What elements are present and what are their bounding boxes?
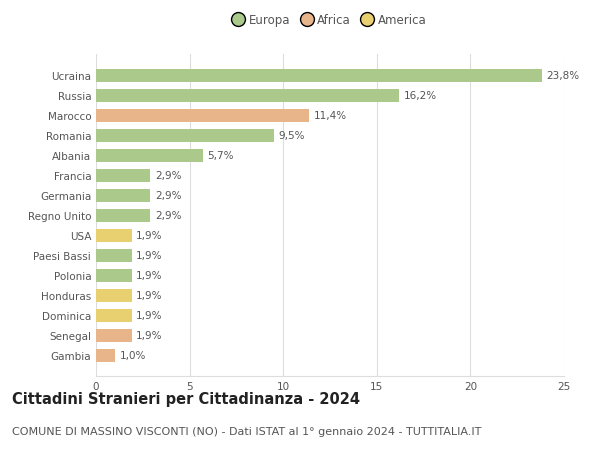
Text: 16,2%: 16,2%	[404, 91, 437, 101]
Text: 1,9%: 1,9%	[136, 291, 163, 301]
Text: 23,8%: 23,8%	[546, 71, 580, 81]
Bar	[96, 70, 542, 83]
Bar	[96, 269, 131, 282]
Text: 2,9%: 2,9%	[155, 171, 181, 181]
Bar	[96, 249, 131, 262]
Text: 1,9%: 1,9%	[136, 231, 163, 241]
Text: 9,5%: 9,5%	[278, 131, 305, 141]
Text: 11,4%: 11,4%	[314, 111, 347, 121]
Bar	[96, 349, 115, 362]
Bar	[96, 150, 203, 162]
Bar	[96, 309, 131, 322]
Text: 1,9%: 1,9%	[136, 270, 163, 280]
Bar	[96, 189, 150, 202]
Bar	[96, 129, 274, 142]
Bar	[96, 289, 131, 302]
Text: COMUNE DI MASSINO VISCONTI (NO) - Dati ISTAT al 1° gennaio 2024 - TUTTITALIA.IT: COMUNE DI MASSINO VISCONTI (NO) - Dati I…	[12, 426, 481, 436]
Text: 1,0%: 1,0%	[119, 350, 146, 360]
Text: 2,9%: 2,9%	[155, 191, 181, 201]
Legend: Europa, Africa, America: Europa, Africa, America	[229, 10, 431, 32]
Bar	[96, 329, 131, 342]
Bar	[96, 169, 150, 182]
Bar	[96, 110, 310, 123]
Text: 1,9%: 1,9%	[136, 330, 163, 340]
Bar	[96, 229, 131, 242]
Text: 2,9%: 2,9%	[155, 211, 181, 221]
Text: Cittadini Stranieri per Cittadinanza - 2024: Cittadini Stranieri per Cittadinanza - 2…	[12, 391, 360, 406]
Bar	[96, 90, 399, 102]
Text: 1,9%: 1,9%	[136, 251, 163, 261]
Text: 5,7%: 5,7%	[208, 151, 234, 161]
Text: 1,9%: 1,9%	[136, 310, 163, 320]
Bar	[96, 209, 150, 222]
